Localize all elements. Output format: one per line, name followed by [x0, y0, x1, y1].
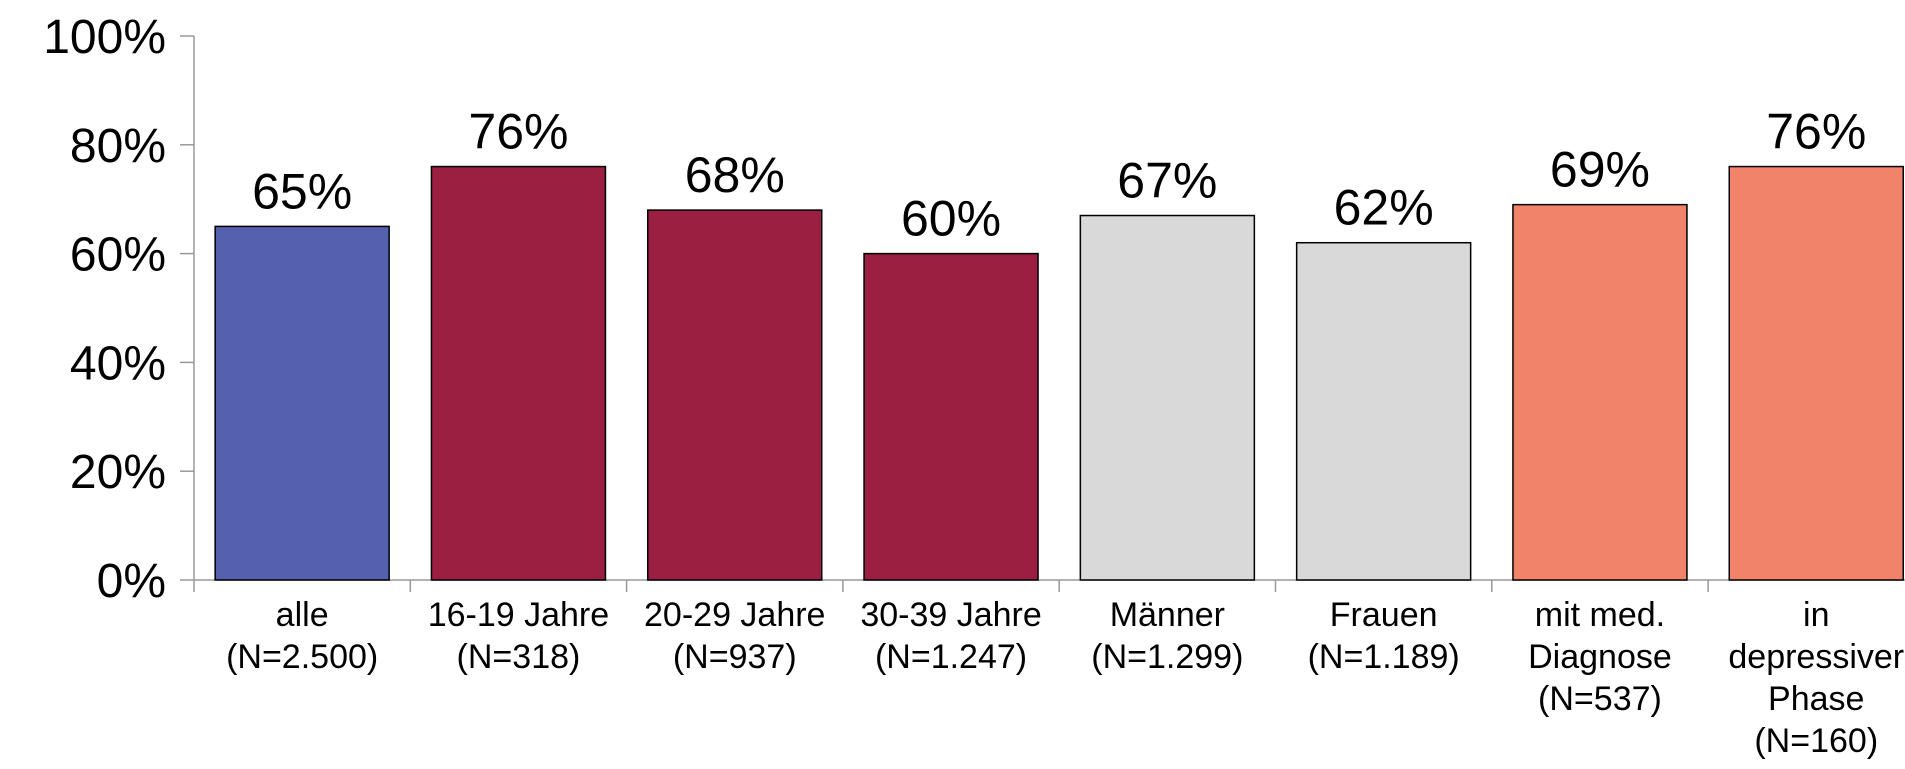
x-tick-label: (N=1.299)	[1091, 638, 1243, 676]
y-tick-label: 0%	[97, 555, 166, 608]
x-tick-label: 16-19 Jahre	[428, 596, 609, 634]
value-label: 65%	[252, 163, 352, 219]
value-label: 68%	[685, 147, 785, 203]
x-tick-label: Phase	[1768, 680, 1864, 718]
value-label: 76%	[1766, 104, 1866, 160]
y-tick-label: 20%	[70, 446, 166, 499]
bar	[1728, 165, 1904, 581]
value-label: 76%	[468, 104, 568, 160]
x-tick-label: Frauen	[1330, 596, 1438, 634]
y-tick-label: 80%	[70, 120, 166, 173]
x-tick-label: depressiver	[1728, 638, 1904, 676]
x-tick-label: alle	[276, 596, 329, 634]
x-tick-label: 30-39 Jahre	[860, 596, 1041, 634]
x-tick-label: (N=937)	[673, 638, 797, 676]
value-label: 60%	[901, 191, 1001, 247]
x-tick-label: (N=1.247)	[875, 638, 1027, 676]
bar	[1512, 203, 1688, 581]
bar	[1295, 241, 1472, 581]
bar	[863, 252, 1039, 581]
value-label: 62%	[1334, 180, 1434, 236]
x-tick-label: (N=2.500)	[226, 638, 378, 676]
x-tick-label: in	[1803, 596, 1829, 634]
y-tick-label: 60%	[70, 229, 166, 282]
value-label: 67%	[1117, 153, 1217, 209]
x-tick-label: (N=1.189)	[1308, 638, 1460, 676]
bar	[430, 165, 607, 581]
bar	[647, 209, 823, 581]
x-tick-label: mit med.	[1535, 596, 1665, 634]
x-tick-label: (N=160)	[1754, 722, 1878, 760]
y-tick-label: 40%	[70, 337, 166, 390]
x-tick-label: (N=537)	[1538, 680, 1662, 718]
bar	[214, 225, 390, 581]
y-tick-label: 100%	[43, 11, 166, 64]
value-label: 69%	[1550, 142, 1650, 198]
x-tick-label: Diagnose	[1528, 638, 1672, 676]
bar	[1079, 214, 1256, 581]
x-tick-label: 20-29 Jahre	[644, 596, 825, 634]
x-tick-label: Männer	[1110, 596, 1225, 634]
x-tick-label: (N=318)	[457, 638, 581, 676]
